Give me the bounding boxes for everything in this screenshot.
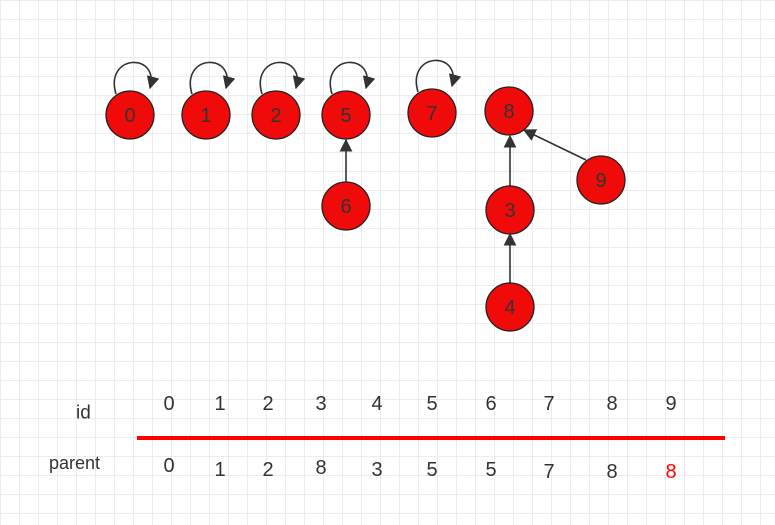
node: 4 — [485, 282, 535, 332]
parent-cell: 8 — [606, 461, 617, 483]
edge — [522, 129, 587, 161]
node-label: 8 — [503, 101, 514, 123]
self-loop — [259, 61, 306, 95]
node-label: 9 — [595, 170, 606, 192]
node-label: 0 — [124, 105, 135, 127]
parent-cell: 0 — [163, 455, 174, 477]
id-cell: 8 — [606, 393, 617, 415]
parent-cell: 2 — [262, 459, 273, 481]
node-label: 4 — [504, 297, 515, 319]
node-label: 3 — [504, 200, 515, 222]
self-loop — [415, 59, 462, 93]
id-cell: 9 — [665, 393, 676, 415]
parent-cell: 7 — [543, 461, 554, 483]
edges — [113, 59, 587, 283]
parent-cell: 1 — [214, 459, 225, 481]
node-label: 2 — [270, 105, 281, 127]
parent-cell: 3 — [371, 459, 382, 481]
id-cell: 0 — [163, 393, 174, 415]
node: 3 — [485, 185, 535, 235]
node: 1 — [181, 90, 231, 140]
id-cell: 7 — [543, 393, 554, 415]
node-label: 1 — [200, 105, 211, 127]
node-label: 6 — [340, 196, 351, 218]
node: 5 — [321, 90, 371, 140]
id-cell: 3 — [315, 393, 326, 415]
row-label: parent — [49, 453, 100, 473]
node: 9 — [576, 155, 626, 205]
parent-cell: 5 — [485, 459, 496, 481]
node-label: 5 — [340, 105, 351, 127]
id-cell: 6 — [485, 393, 496, 415]
nodes: 0 1 2 5 7 8 6 9 3 4 — [105, 86, 626, 332]
row-label: id — [76, 403, 91, 424]
node: 7 — [407, 88, 457, 138]
parent-table: id parent 0 1 2 3 4 5 6 7 8 9 0 1 2 8 3 5 5 7 8 8 — [49, 393, 725, 483]
id-cell: 5 — [426, 393, 437, 415]
node: 8 — [484, 86, 534, 136]
node: 2 — [251, 90, 301, 140]
node-label: 7 — [426, 103, 437, 125]
id-cell: 1 — [214, 393, 225, 415]
id-cell: 4 — [371, 393, 382, 415]
node: 6 — [321, 181, 371, 231]
parent-cell: 5 — [426, 459, 437, 481]
id-cell: 2 — [262, 393, 273, 415]
self-loop — [113, 61, 160, 95]
node: 0 — [105, 90, 155, 140]
self-loop — [329, 61, 376, 95]
parent-cell: 8 — [315, 457, 326, 479]
parent-cell: 8 — [665, 461, 676, 483]
self-loop — [189, 61, 236, 95]
